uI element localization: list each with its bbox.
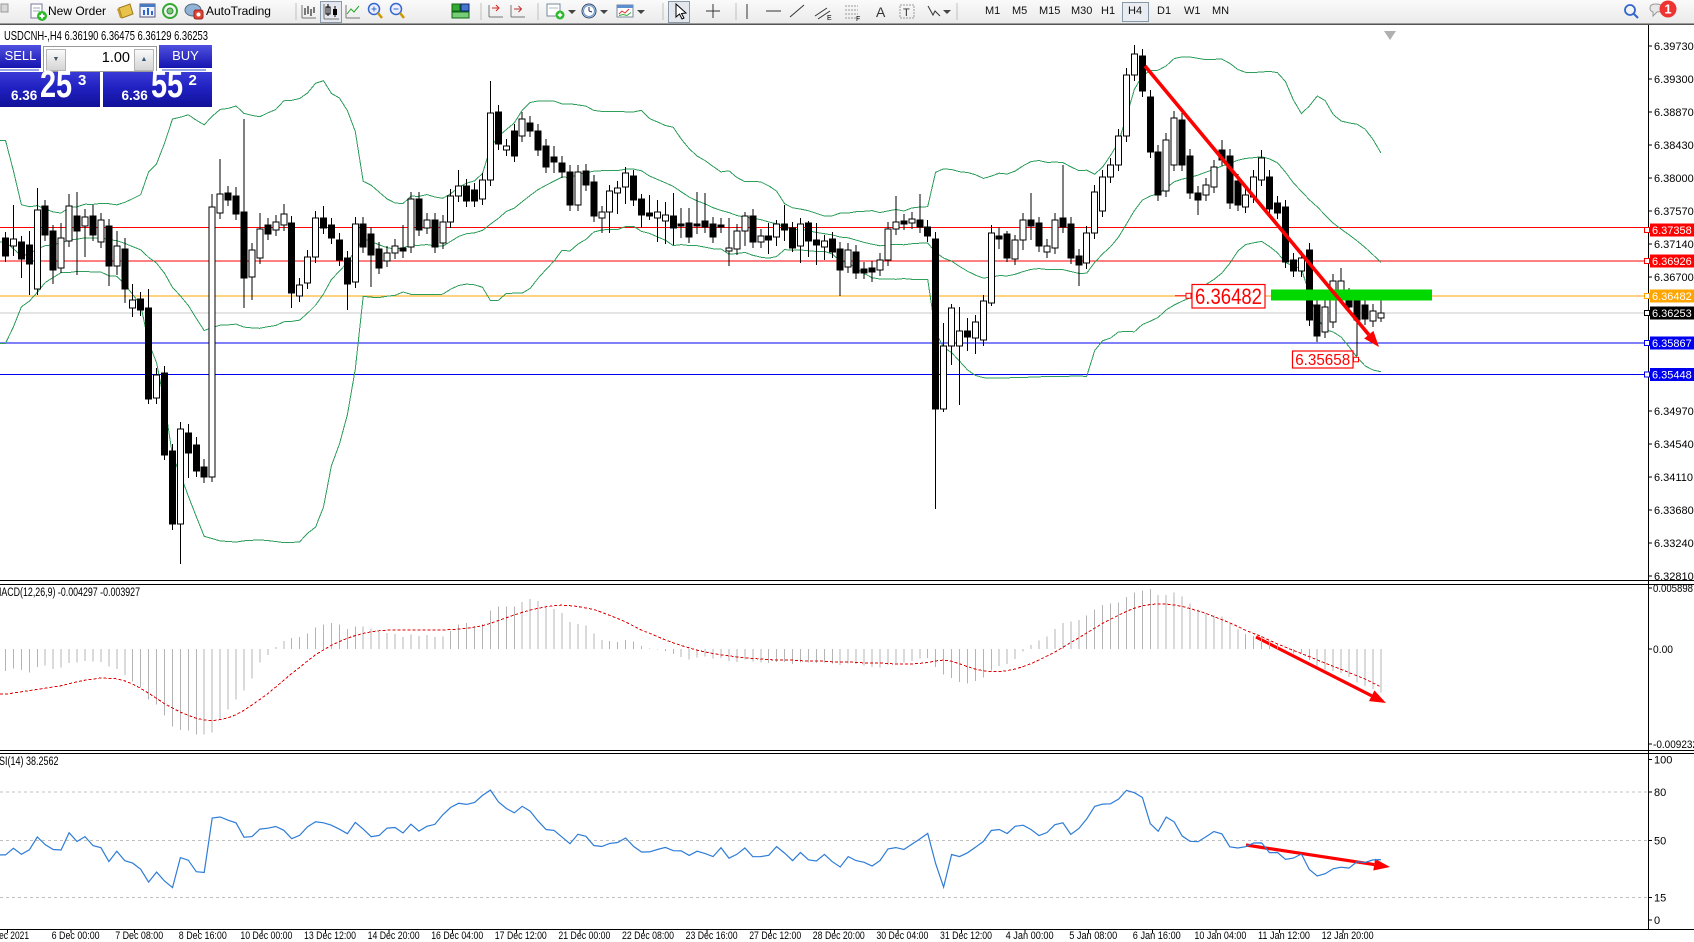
svg-text:22 Dec 08:00: 22 Dec 08:00 (622, 930, 674, 942)
svg-text:6.37140: 6.37140 (1654, 239, 1694, 251)
svg-text:14 Dec 20:00: 14 Dec 20:00 (368, 930, 420, 942)
svg-text:6.36926: 6.36926 (1652, 256, 1692, 268)
svg-text:11 Jan 12:00: 11 Jan 12:00 (1258, 930, 1310, 942)
svg-text:30 Dec 04:00: 30 Dec 04:00 (876, 930, 928, 942)
svg-text:F: F (856, 16, 860, 23)
svg-text:100: 100 (1654, 755, 1672, 767)
svg-text:21 Dec 00:00: 21 Dec 00:00 (558, 930, 610, 942)
svg-text:6.34970: 6.34970 (1654, 406, 1694, 418)
svg-text:31 Dec 12:00: 31 Dec 12:00 (940, 930, 992, 942)
svg-text:0.005898: 0.005898 (1653, 583, 1693, 595)
svg-text:6.33240: 6.33240 (1654, 538, 1694, 550)
svg-text:-0.009232: -0.009232 (1653, 739, 1694, 751)
svg-text:6.37358: 6.37358 (1652, 225, 1692, 237)
svg-text:28 Dec 20:00: 28 Dec 20:00 (813, 930, 865, 942)
svg-text:6.36482: 6.36482 (1652, 291, 1692, 303)
svg-text:6.37570: 6.37570 (1654, 206, 1694, 218)
svg-text:16 Dec 04:00: 16 Dec 04:00 (431, 930, 483, 942)
svg-text:15: 15 (1654, 892, 1666, 904)
svg-text:USDCNH-,H4 6.36190 6.36475 6.: USDCNH-,H4 6.36190 6.36475 6.36129 6.362… (4, 28, 208, 43)
svg-text:6.39300: 6.39300 (1654, 74, 1694, 86)
svg-text:10 Dec 00:00: 10 Dec 00:00 (240, 930, 292, 942)
svg-text:RSI(14) 38.2562: RSI(14) 38.2562 (0, 756, 59, 768)
svg-text:6.38430: 6.38430 (1654, 140, 1694, 152)
svg-text:T: T (903, 7, 910, 19)
svg-text:A: A (876, 4, 886, 20)
svg-text:6 Dec 00:00: 6 Dec 00:00 (52, 930, 100, 942)
svg-text:6 Jan 16:00: 6 Jan 16:00 (1133, 930, 1181, 942)
svg-text:6.35658: 6.35658 (1295, 352, 1350, 369)
svg-text:4 Jan 00:00: 4 Jan 00:00 (1006, 930, 1054, 942)
svg-text:E: E (827, 15, 832, 22)
svg-text:80: 80 (1654, 787, 1666, 799)
svg-text:6.38870: 6.38870 (1654, 107, 1694, 119)
svg-text:6.35867: 6.35867 (1652, 338, 1692, 350)
svg-text:6.36253: 6.36253 (1652, 308, 1692, 320)
svg-text:27 Dec 12:00: 27 Dec 12:00 (749, 930, 801, 942)
svg-text:17 Dec 12:00: 17 Dec 12:00 (495, 930, 547, 942)
svg-text:13 Dec 12:00: 13 Dec 12:00 (304, 930, 356, 942)
svg-text:8 Dec 16:00: 8 Dec 16:00 (179, 930, 227, 942)
svg-text:23 Dec 16:00: 23 Dec 16:00 (686, 930, 738, 942)
svg-text:0.00: 0.00 (1653, 644, 1673, 656)
svg-text:0: 0 (1654, 915, 1660, 927)
svg-text:7 Dec 08:00: 7 Dec 08:00 (115, 930, 163, 942)
svg-text:6.36700: 6.36700 (1654, 272, 1694, 284)
svg-text:6.33680: 6.33680 (1654, 505, 1694, 517)
svg-text:12 Jan 20:00: 12 Jan 20:00 (1322, 930, 1374, 942)
svg-text:6.36482: 6.36482 (1195, 284, 1262, 309)
svg-text:6.34540: 6.34540 (1654, 439, 1694, 451)
svg-text:5 Jan 08:00: 5 Jan 08:00 (1069, 930, 1117, 942)
svg-text:MACD(12,26,9) -0.004297 -0.003: MACD(12,26,9) -0.004297 -0.003927 (0, 587, 140, 599)
svg-text:6.34110: 6.34110 (1654, 472, 1693, 484)
svg-text:6.39730: 6.39730 (1654, 41, 1694, 53)
svg-text:10 Jan 04:00: 10 Jan 04:00 (1194, 930, 1246, 942)
svg-text:6.35448: 6.35448 (1652, 370, 1692, 382)
svg-text:1: 1 (1664, 2, 1671, 17)
svg-text:6.38000: 6.38000 (1654, 173, 1694, 185)
svg-text:3 Dec 2021: 3 Dec 2021 (0, 930, 29, 942)
svg-text:50: 50 (1654, 836, 1666, 848)
svg-text:6.32810: 6.32810 (1654, 571, 1694, 583)
